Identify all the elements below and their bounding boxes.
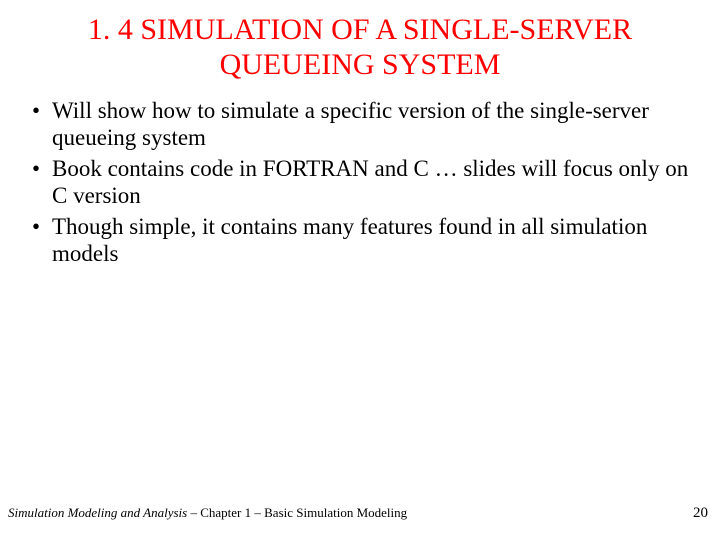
title-line-1: 1. 4 SIMULATION OF A SINGLE-SERVER bbox=[88, 13, 632, 46]
footer-citation: Simulation Modeling and Analysis – Chapt… bbox=[8, 505, 407, 521]
slide-footer: Simulation Modeling and Analysis – Chapt… bbox=[8, 505, 708, 522]
bullet-item: Book contains code in FORTRAN and C … sl… bbox=[28, 155, 700, 209]
bullet-list: Will show how to simulate a specific ver… bbox=[20, 97, 700, 268]
page-number: 20 bbox=[693, 505, 708, 522]
bullet-item: Will show how to simulate a specific ver… bbox=[28, 97, 700, 151]
footer-book-title: Simulation Modeling and Analysis bbox=[8, 505, 187, 520]
bullet-item: Though simple, it contains many features… bbox=[28, 213, 700, 267]
bullet-text: Though simple, it contains many features… bbox=[52, 214, 647, 266]
footer-separator: – bbox=[187, 505, 200, 520]
slide-container: 1. 4 SIMULATION OF A SINGLE-SERVER QUEUE… bbox=[0, 0, 720, 540]
slide-title: 1. 4 SIMULATION OF A SINGLE-SERVER QUEUE… bbox=[20, 12, 700, 83]
bullet-text: Will show how to simulate a specific ver… bbox=[52, 98, 649, 150]
footer-chapter: Chapter 1 – Basic Simulation Modeling bbox=[200, 505, 407, 520]
title-line-2: QUEUEING SYSTEM bbox=[220, 48, 501, 81]
bullet-text: Book contains code in FORTRAN and C … sl… bbox=[52, 156, 688, 208]
